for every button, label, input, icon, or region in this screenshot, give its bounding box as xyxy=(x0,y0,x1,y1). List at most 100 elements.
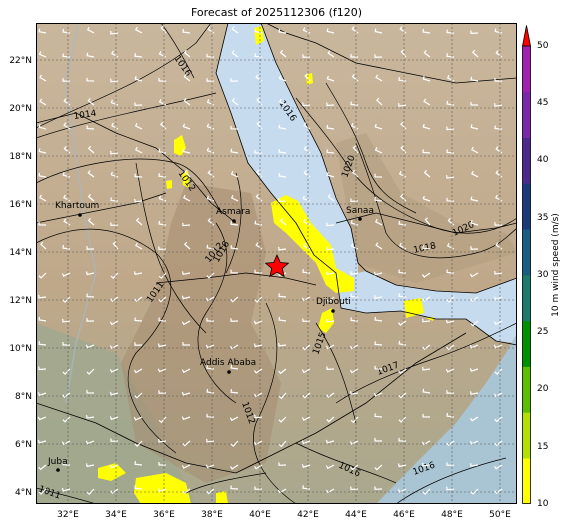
wind-barb xyxy=(494,78,502,82)
wind-barb xyxy=(374,123,383,130)
wind-barb xyxy=(374,486,383,490)
wind-barb xyxy=(422,318,431,323)
wind-barb xyxy=(230,245,239,250)
wind-barb xyxy=(133,368,143,374)
wind-barb xyxy=(38,51,47,58)
city-label-addis: Addis Ababa xyxy=(200,358,257,368)
wind-barb xyxy=(350,271,359,276)
red-star-icon[interactable] xyxy=(264,254,290,278)
wind-barb xyxy=(470,101,479,106)
wind-barb xyxy=(423,50,431,58)
wind-barb xyxy=(230,125,239,130)
wind-barb xyxy=(376,97,383,106)
wind-barb xyxy=(85,271,95,276)
wind-barb xyxy=(182,123,191,130)
wind-barb xyxy=(109,344,119,350)
wind-barb xyxy=(327,193,335,202)
wind-barb xyxy=(423,98,431,106)
wind-barb xyxy=(181,416,191,421)
southwest-lowland xyxy=(36,323,196,504)
wind-barb xyxy=(206,318,214,322)
wind-barb xyxy=(445,368,455,373)
colorbar-title: 10 m wind speed (m/s) xyxy=(551,213,561,317)
wind-barb xyxy=(112,241,119,250)
wind-barb xyxy=(253,464,263,470)
wind-barb xyxy=(446,197,455,202)
wind-barb xyxy=(62,392,71,398)
wind-barb xyxy=(374,147,383,154)
wind-barb xyxy=(470,463,479,467)
wind-barb xyxy=(86,246,95,250)
lon-label: 34°E xyxy=(105,510,127,520)
wind-barb xyxy=(374,437,383,442)
wind-barb xyxy=(398,392,407,399)
wind-barb xyxy=(278,28,287,34)
colorbar-segment xyxy=(522,229,531,276)
wind-barb xyxy=(469,440,479,445)
wind-barb xyxy=(254,296,263,303)
wind-barb xyxy=(278,462,287,466)
wind-barb xyxy=(230,194,239,202)
wind-barb xyxy=(157,343,167,348)
map-title: Forecast of 2025112306 (f120) xyxy=(190,6,363,19)
wind-barb xyxy=(109,391,119,396)
wind-barb xyxy=(135,217,143,226)
wind-barb xyxy=(109,320,119,326)
wind-barb xyxy=(494,125,503,130)
map-panel[interactable]: 1016 1014 1012 1016 1012 1011 1020 1018 … xyxy=(36,23,517,504)
wind-barb xyxy=(110,197,119,202)
wind-barb xyxy=(350,101,359,106)
wind-barb xyxy=(326,366,335,371)
wind-barb xyxy=(326,271,335,276)
wind-barb xyxy=(160,25,167,34)
colorbar-tick-label: 20 xyxy=(537,384,549,395)
wind-barb xyxy=(230,148,239,154)
wind-barb xyxy=(326,102,335,107)
wind-barb xyxy=(446,126,455,131)
wind-barb xyxy=(181,391,191,396)
wind-barb xyxy=(469,368,479,372)
wind-barb xyxy=(446,149,455,154)
wind-barb xyxy=(470,246,479,250)
wind-barb xyxy=(302,318,311,323)
city-dot-khartoum xyxy=(78,213,82,217)
wind-barb xyxy=(446,344,455,351)
colorbar-segment xyxy=(522,137,531,184)
lat-label: 8°N xyxy=(15,392,32,402)
wind-barb xyxy=(302,485,311,490)
wind-barb xyxy=(110,296,119,302)
wind-barb xyxy=(423,169,431,178)
wind-barb xyxy=(230,171,239,178)
wind-barb xyxy=(230,221,239,226)
wind-barb xyxy=(493,392,503,398)
forecast-map[interactable]: 1016 1014 1012 1016 1012 1011 1020 1018 … xyxy=(36,23,517,504)
wind-barb xyxy=(62,461,71,466)
wind-barb xyxy=(470,30,479,35)
wind-barb xyxy=(181,368,191,374)
wind-barb xyxy=(494,488,503,495)
wind-barb xyxy=(38,294,47,299)
wind-barb xyxy=(253,343,263,348)
wind-barb xyxy=(302,269,311,274)
gulf-of-aden xyxy=(336,271,517,343)
wind-barb xyxy=(421,440,431,446)
colorbar-tick-label: 15 xyxy=(537,441,549,452)
wind-barb xyxy=(158,272,167,280)
wind-barb xyxy=(61,440,71,446)
wind-barb xyxy=(400,49,407,58)
wind-barb xyxy=(62,78,71,82)
wind-barb xyxy=(350,391,359,395)
wind-barb xyxy=(278,124,287,130)
wind-barb xyxy=(134,26,143,34)
wind-barb xyxy=(326,28,335,34)
wind-barb xyxy=(302,102,311,107)
wind-barb xyxy=(446,53,455,58)
wind-barb xyxy=(86,389,95,394)
wind-barb xyxy=(326,296,335,303)
wind-barb xyxy=(397,463,407,468)
wind-barb xyxy=(183,241,191,250)
wind-barb xyxy=(110,488,119,494)
wind-barb xyxy=(374,341,383,346)
wind-barb xyxy=(183,49,191,58)
lat-label: 10°N xyxy=(9,344,32,354)
